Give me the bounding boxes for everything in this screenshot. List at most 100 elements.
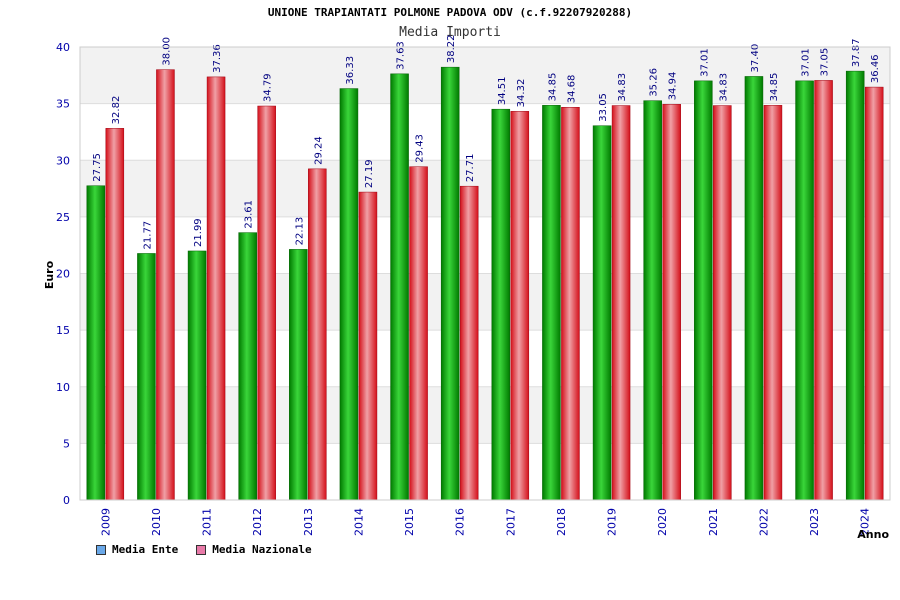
x-tick-label: 2018	[555, 508, 568, 536]
bar	[257, 105, 276, 501]
chart-title: UNIONE TRAPIANTATI POLMONE PADOVA ODV (c…	[267, 6, 633, 19]
y-tick-label: 5	[63, 437, 70, 450]
x-tick-label: 2019	[606, 508, 619, 536]
bar-value-label: 32.82	[111, 96, 122, 125]
bar	[156, 69, 175, 501]
bar-value-label: 27.71	[465, 154, 476, 183]
y-tick-label: 10	[56, 381, 70, 394]
bar-value-label: 37.36	[212, 44, 223, 73]
bar	[289, 249, 308, 501]
bar-value-label: 34.94	[668, 72, 679, 101]
bar-value-label: 33.05	[598, 93, 609, 122]
bar-value-label: 27.75	[92, 153, 103, 182]
bar-value-label: 21.99	[193, 218, 204, 247]
bar	[744, 76, 764, 501]
y-tick-label: 35	[56, 98, 70, 111]
bar	[238, 232, 257, 501]
bar	[491, 108, 511, 501]
bar	[795, 80, 814, 501]
legend-swatch-media-nazionale	[196, 544, 207, 555]
bar-value-label: 23.61	[244, 200, 255, 229]
bar	[339, 88, 359, 501]
bar	[592, 125, 612, 501]
bar-value-label: 29.43	[415, 134, 426, 163]
bar-value-label: 35.26	[649, 68, 660, 97]
bar	[308, 168, 327, 501]
bar	[814, 80, 833, 501]
bar-value-label: 37.63	[396, 41, 407, 70]
bar	[187, 250, 207, 501]
bar	[713, 105, 732, 501]
bar	[763, 105, 783, 501]
bar-value-label: 34.85	[769, 73, 780, 102]
bar-value-label: 29.24	[313, 136, 324, 165]
bar	[459, 185, 479, 501]
bar-value-label: 34.51	[497, 77, 508, 106]
x-tick-label: 2024	[859, 508, 872, 536]
x-tick-label: 2021	[707, 508, 720, 536]
bar	[137, 253, 156, 501]
x-tick-label: 2009	[99, 508, 112, 536]
bar	[206, 76, 226, 501]
legend-swatch-media-ente	[96, 544, 106, 555]
y-tick-label: 25	[56, 211, 70, 224]
x-tick-label: 2020	[656, 508, 669, 536]
bar-value-label: 37.40	[750, 44, 761, 73]
legend-item-media-ente: Media Ente	[96, 543, 178, 556]
bar-value-label: 36.33	[345, 56, 356, 85]
x-tick-label: 2013	[302, 508, 315, 536]
bar-value-label: 34.79	[263, 73, 274, 102]
x-tick-label: 2015	[403, 508, 416, 536]
x-tick-label: 2017	[504, 508, 517, 536]
x-tick-label: 2012	[251, 508, 264, 536]
bar	[409, 166, 428, 501]
bar-value-label: 37.01	[699, 48, 710, 77]
y-tick-label: 0	[63, 494, 70, 507]
bar	[561, 106, 580, 501]
bar	[542, 105, 561, 501]
legend-label-media-nazionale: Media Nazionale	[212, 543, 312, 556]
bar	[845, 70, 865, 501]
bar	[694, 80, 713, 501]
bar	[510, 111, 530, 501]
x-axis-label: Anno	[857, 528, 889, 541]
y-tick-label: 20	[56, 268, 70, 281]
x-tick-label: 2014	[352, 508, 365, 536]
bar-value-label: 36.46	[870, 54, 881, 83]
bar-value-label: 34.85	[547, 73, 558, 102]
x-tick-label: 2010	[150, 508, 163, 536]
bar-value-label: 34.83	[617, 73, 628, 102]
bar	[105, 128, 125, 501]
legend-item-media-nazionale: Media Nazionale	[196, 543, 312, 556]
bar-value-label: 21.77	[142, 221, 153, 250]
bar-value-label: 34.83	[718, 73, 729, 102]
bar-value-label: 38.22	[446, 35, 457, 64]
bar-value-label: 37.05	[820, 48, 831, 77]
x-tick-label: 2011	[201, 508, 214, 536]
bar-value-label: 22.13	[294, 217, 305, 246]
bar	[864, 86, 884, 501]
bar-value-label: 38.00	[161, 37, 172, 66]
bar	[611, 105, 631, 501]
x-tick-label: 2022	[757, 508, 770, 536]
bar-value-label: 37.87	[851, 38, 862, 67]
legend: Media Ente Media Nazionale	[96, 543, 312, 556]
chart-subtitle: Media Importi	[399, 25, 501, 40]
y-tick-label: 15	[56, 324, 70, 337]
y-tick-label: 30	[56, 154, 70, 167]
x-tick-label: 2016	[454, 508, 467, 536]
bar	[440, 66, 460, 501]
legend-label-media-ente: Media Ente	[112, 543, 179, 556]
bar-value-label: 37.01	[801, 48, 812, 77]
bar-value-label: 27.19	[364, 159, 375, 188]
plot-frame	[79, 46, 891, 501]
bar	[643, 100, 662, 501]
bar	[390, 73, 409, 501]
y-tick-label: 40	[56, 41, 70, 54]
bar-value-label: 34.68	[566, 75, 577, 104]
bar-value-label: 34.32	[516, 79, 527, 108]
x-tick-label: 2023	[808, 508, 821, 536]
bar	[358, 191, 378, 501]
